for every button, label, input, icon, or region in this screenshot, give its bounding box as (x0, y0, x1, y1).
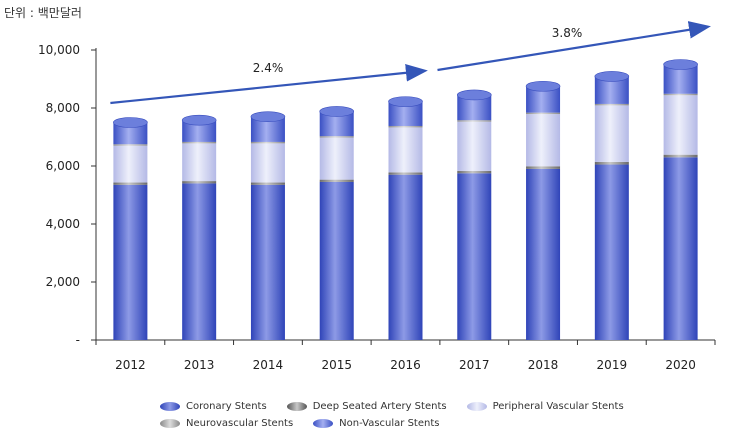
bar-cap (181, 114, 217, 126)
bar-group (113, 117, 148, 340)
legend-label-neurovascular: Neurovascular Stents (186, 418, 294, 429)
x-tick-label: 2019 (597, 358, 628, 372)
growth-arrow (437, 21, 711, 72)
bar-segment-deep-seated-artery-stents (594, 161, 629, 165)
legend-label-coronary: Coronary Stents (186, 401, 267, 412)
bar-segment-deep-seated-artery-stents (457, 170, 492, 174)
bar-segment-coronary-stents (319, 181, 354, 340)
legend: Coronary Stents Deep Seated Artery Stent… (160, 398, 680, 432)
legend-label-non-vascular: Non-Vascular Stents (339, 418, 440, 429)
bar-group (456, 89, 492, 340)
y-tick-label: 8,000 (46, 101, 80, 115)
bar-segment-peripheral-vascular-stents (182, 143, 217, 182)
bar-cap (456, 89, 492, 101)
x-tick-label: 2017 (459, 358, 490, 372)
bar-segment-coronary-stents (594, 164, 629, 340)
bar-cap (113, 117, 148, 128)
bar-segment-coronary-stents (182, 183, 217, 340)
swatch-neurovascular (160, 419, 180, 428)
bar-segment-deep-seated-artery-stents (250, 182, 285, 185)
bar-segment-deep-seated-artery-stents (663, 154, 698, 158)
growth-rate-label: 2.4% (253, 61, 284, 75)
bar-group (319, 106, 355, 340)
bar-group (663, 59, 698, 340)
x-tick-label: 2020 (665, 358, 696, 372)
x-tick-label: 2018 (528, 358, 559, 372)
bar-segment-coronary-stents (250, 184, 285, 340)
bar-segment-peripheral-vascular-stents (663, 95, 698, 155)
bar-segment-non-vascular-stents (113, 122, 148, 145)
bar-cap (388, 96, 423, 107)
legend-label-peripheral: Peripheral Vascular Stents (492, 401, 624, 412)
bar-segment-neurovascular-stents (182, 141, 217, 144)
swatch-coronary (160, 402, 180, 411)
y-tick-label: - (76, 333, 80, 347)
legend-item-non-vascular: Non-Vascular Stents (313, 418, 439, 429)
bar-segment-neurovascular-stents (319, 136, 354, 138)
bar-segment-neurovascular-stents (663, 93, 698, 96)
growth-rate-label: 3.8% (552, 26, 583, 40)
bar-cap (663, 59, 698, 70)
x-tick-label: 2015 (321, 358, 352, 372)
bar-segment-neurovascular-stents (250, 141, 285, 144)
bar-cap (525, 80, 561, 92)
bar-segment-neurovascular-stents (113, 144, 148, 146)
legend-item-deep-seated: Deep Seated Artery Stents (286, 401, 447, 412)
bar-segment-coronary-stents (663, 157, 698, 340)
bar-segment-deep-seated-artery-stents (526, 166, 561, 169)
unit-label: 단위 : 백만달러 (4, 6, 82, 20)
swatch-non-vascular (313, 419, 334, 428)
bar-segment-peripheral-vascular-stents (113, 145, 148, 183)
x-tick-label: 2013 (184, 358, 215, 372)
legend-item-neurovascular: Neurovascular Stents (160, 418, 293, 429)
bar-segment-deep-seated-artery-stents (319, 179, 354, 182)
bar-segment-peripheral-vascular-stents (388, 127, 423, 173)
y-tick-label: 6,000 (46, 159, 80, 173)
bar-cap (594, 71, 630, 82)
growth-arrow (110, 64, 428, 105)
swatch-peripheral (466, 402, 487, 411)
legend-label-deep-seated: Deep Seated Artery Stents (312, 401, 447, 412)
x-tick-label: 2016 (390, 358, 421, 372)
x-tick-label: 2012 (115, 358, 146, 372)
bar-segment-neurovascular-stents (388, 125, 423, 128)
bar-segment-coronary-stents (113, 184, 148, 340)
bar-segment-coronary-stents (526, 168, 561, 340)
bar-group (594, 71, 630, 340)
y-tick-label: 10,000 (38, 43, 80, 57)
legend-item-coronary: Coronary Stents (160, 401, 267, 412)
bar-segment-deep-seated-artery-stents (388, 172, 423, 175)
legend-item-peripheral: Peripheral Vascular Stents (466, 401, 624, 412)
bar-segment-coronary-stents (388, 174, 423, 340)
bar-segment-peripheral-vascular-stents (319, 137, 354, 180)
bar-segment-peripheral-vascular-stents (594, 105, 629, 162)
bar-group (388, 96, 423, 340)
bar-cap (319, 106, 355, 117)
x-tick-label: 2014 (253, 358, 284, 372)
bar-cap (250, 111, 286, 122)
bar-segment-neurovascular-stents (457, 120, 492, 122)
y-tick-label: 4,000 (46, 217, 80, 231)
bar-segment-peripheral-vascular-stents (250, 143, 285, 183)
bar-segment-deep-seated-artery-stents (182, 181, 217, 184)
bar-group (250, 111, 286, 340)
swatch-deep-seated (286, 402, 307, 411)
bar-segment-neurovascular-stents (526, 112, 561, 115)
bar-group (525, 80, 561, 340)
bar-segment-non-vascular-stents (182, 120, 217, 142)
bar-segment-neurovascular-stents (594, 103, 629, 106)
bar-segment-coronary-stents (457, 173, 492, 340)
y-tick-label: 2,000 (46, 275, 80, 289)
bar-segment-peripheral-vascular-stents (457, 121, 492, 171)
bar-segment-peripheral-vascular-stents (526, 114, 561, 167)
bar-group (181, 114, 217, 340)
bar-segment-deep-seated-artery-stents (113, 182, 148, 185)
